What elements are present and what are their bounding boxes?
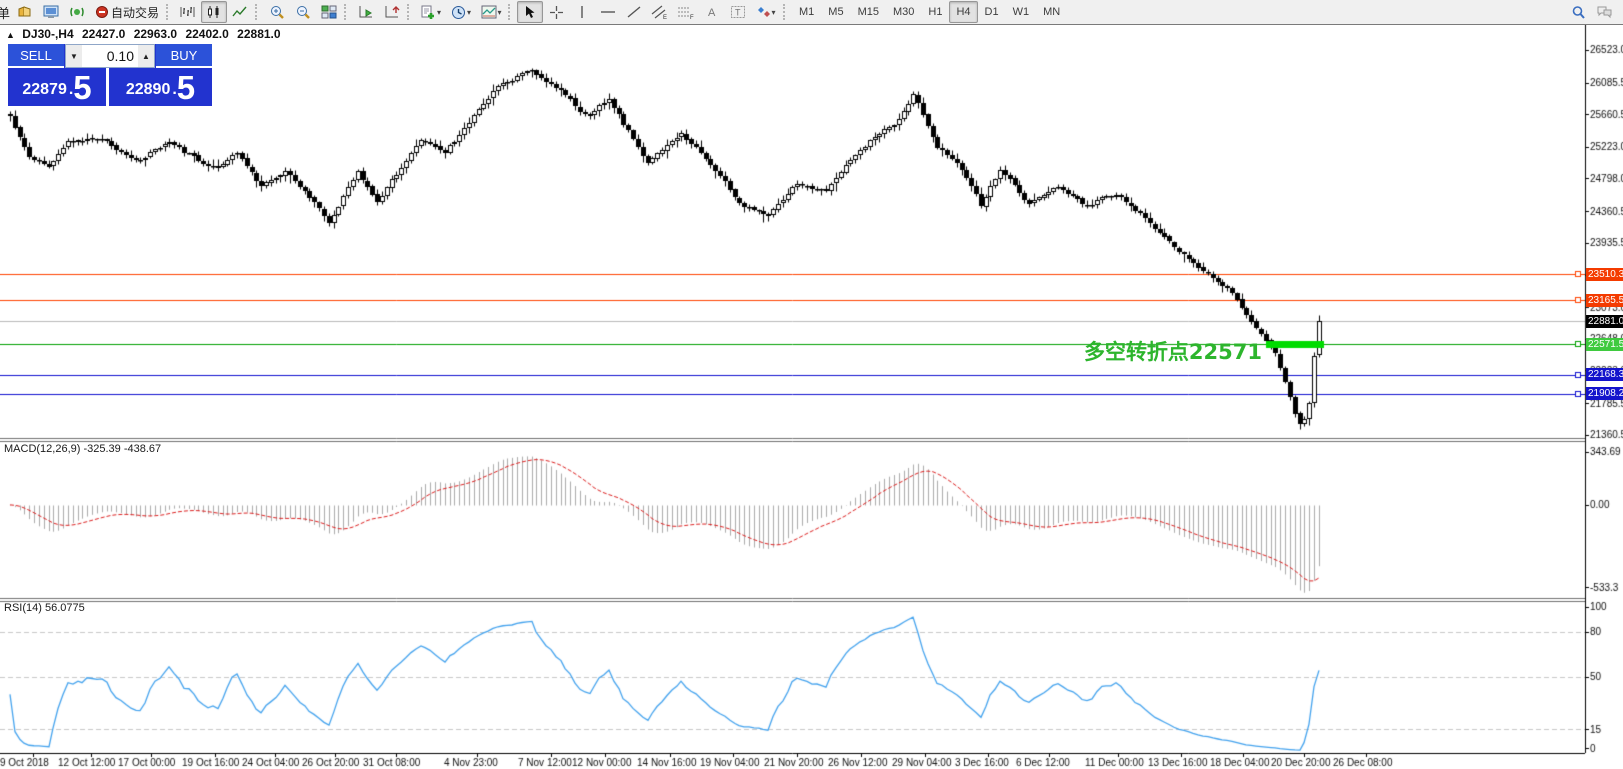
- timeframe-mn-button[interactable]: MN: [1043, 6, 1061, 18]
- macd-indicator-label: MACD(12,26,9) -325.39 -438.67: [4, 443, 162, 455]
- toolbar-grip: [344, 4, 350, 20]
- vertical-line-tool-icon[interactable]: [569, 1, 595, 23]
- trendline-tool-icon[interactable]: [621, 1, 647, 23]
- buy-price-display[interactable]: 22890 . 5: [109, 68, 212, 106]
- timeframe-m30-button[interactable]: M30: [892, 6, 915, 18]
- autotrading-button[interactable]: 自动交易: [90, 1, 164, 23]
- candlestick-mode-icon[interactable]: [201, 1, 228, 23]
- buy-price-main: 22890: [125, 81, 171, 98]
- volume-decrease-button[interactable]: ▼: [66, 45, 82, 67]
- ohlc-high: 22963.0: [133, 27, 178, 41]
- timeframe-h4-button[interactable]: H4: [949, 1, 978, 23]
- market-watch-icon[interactable]: [12, 1, 38, 23]
- svg-text:T: T: [735, 8, 741, 18]
- sell-price-pip: 5: [73, 69, 92, 106]
- toolbar-grip: [783, 4, 789, 20]
- terminal-window-icon[interactable]: [38, 1, 64, 23]
- price-level-badge: 23510.3: [1586, 267, 1623, 281]
- buy-price-pip: 5: [176, 69, 196, 106]
- timeframe-d1-button[interactable]: D1: [984, 6, 999, 18]
- price-level-badge: 23165.5: [1586, 293, 1623, 307]
- zoom-in-icon[interactable]: [264, 1, 290, 23]
- price-level-badge: 22168.3: [1586, 368, 1623, 381]
- buy-price-dot: .: [172, 81, 177, 98]
- main-toolbar: 单 自动交易: [0, 0, 1623, 25]
- collapse-panel-icon[interactable]: ▲: [6, 30, 15, 40]
- text-tool-icon[interactable]: A: [699, 1, 725, 23]
- chevron-down-icon: ▾: [437, 7, 442, 17]
- timeframe-m1-button[interactable]: M1: [799, 6, 815, 18]
- search-icon[interactable]: [1565, 1, 1591, 23]
- timeframe-h1-button[interactable]: H1: [928, 6, 943, 18]
- volume-control: ▼ ▲: [65, 44, 155, 68]
- tile-windows-icon[interactable]: [316, 1, 342, 23]
- chart-header: ▲ DJ30-,H4 22427.0 22963.0 22402.0 22881…: [6, 27, 286, 41]
- current-price-badge: 22881.0: [1586, 314, 1623, 328]
- timeframe-w1-button[interactable]: W1: [1012, 6, 1030, 18]
- auto-scroll-icon[interactable]: [353, 1, 379, 23]
- equidistant-channel-tool-icon[interactable]: E: [647, 1, 673, 23]
- svg-text:E: E: [663, 15, 667, 20]
- timeframe-m15-button[interactable]: M15: [857, 6, 879, 18]
- line-chart-mode-icon[interactable]: [227, 1, 253, 23]
- chevron-down-icon: ▾: [497, 7, 502, 17]
- volume-input[interactable]: [82, 45, 138, 67]
- buy-button[interactable]: BUY: [156, 44, 212, 68]
- cursor-tool-icon[interactable]: [517, 1, 544, 23]
- horizontal-line-tool-icon[interactable]: [595, 1, 621, 23]
- arrows-menu-button[interactable]: ▾: [751, 1, 781, 23]
- annotation-text[interactable]: 多空转折点22571: [1083, 340, 1262, 364]
- periods-menu-button[interactable]: ▾: [446, 1, 476, 23]
- toolbar-grip: [508, 4, 514, 20]
- text-label-tool-icon[interactable]: T: [725, 1, 751, 23]
- toolbar-grip: [255, 4, 261, 20]
- autotrading-label: 自动交易: [111, 5, 160, 20]
- one-click-trading-panel: SELL BUY ▼ ▲ 22879 . 5 22890 . 5: [8, 44, 212, 106]
- sell-price-dot: .: [68, 81, 74, 98]
- price-level-badge: 21908.2: [1586, 387, 1623, 401]
- svg-text:A: A: [708, 7, 716, 19]
- price-level-badge: 22571.5: [1586, 337, 1623, 351]
- sell-price-display[interactable]: 22879 . 5: [8, 68, 106, 106]
- volume-increase-button[interactable]: ▲: [138, 45, 154, 67]
- chevron-down-icon: ▾: [771, 7, 776, 17]
- crosshair-tool-icon[interactable]: [543, 1, 569, 23]
- ohlc-low: 22402.0: [185, 27, 229, 41]
- zoom-out-icon[interactable]: [290, 1, 316, 23]
- ohlc-close: 22881.0: [237, 27, 281, 41]
- svg-text:F: F: [690, 15, 694, 20]
- chart-shift-icon[interactable]: [379, 1, 405, 23]
- bar-chart-mode-icon[interactable]: [175, 1, 201, 23]
- rsi-indicator-label: RSI(14) 56.0775: [4, 602, 85, 614]
- toolbar-grip: [407, 4, 413, 20]
- new-order-button[interactable]: 单: [0, 5, 11, 21]
- signals-icon[interactable]: [64, 1, 90, 23]
- chat-icon[interactable]: [1591, 1, 1617, 23]
- chevron-down-icon: ▾: [467, 7, 472, 17]
- sell-button[interactable]: SELL: [8, 44, 64, 68]
- templates-menu-button[interactable]: ▾: [476, 1, 506, 23]
- sell-price-main: 22879: [22, 81, 67, 98]
- toolbar-grip: [166, 4, 172, 20]
- indicators-menu-button[interactable]: ▾: [416, 1, 446, 23]
- fibonacci-tool-icon[interactable]: F: [673, 1, 699, 23]
- timeframe-m5-button[interactable]: M5: [828, 6, 844, 18]
- ohlc-open: 22427.0: [81, 27, 126, 41]
- symbol-period-label: DJ30-,H4: [22, 27, 74, 41]
